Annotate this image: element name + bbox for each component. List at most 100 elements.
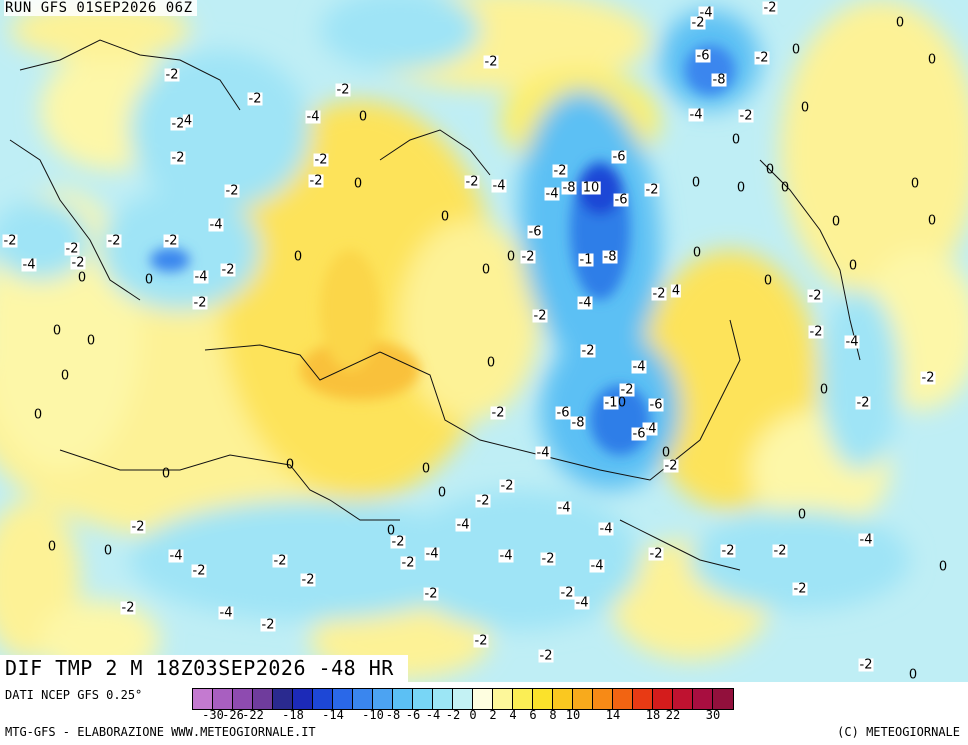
contour-label: -2 <box>651 286 667 302</box>
contour-label: 0 <box>481 262 491 278</box>
contour-label: -4 <box>535 445 551 461</box>
contour-label: -1 <box>578 252 594 268</box>
contour-label: 10 <box>581 180 601 196</box>
contour-label: -2 <box>762 0 778 16</box>
contour-label: -2 <box>920 370 936 386</box>
scale-swatch <box>333 689 353 709</box>
contour-label: 0 <box>692 245 702 261</box>
warm-core <box>320 250 380 370</box>
map-canvas <box>0 0 968 682</box>
contour-label: -2 <box>272 553 288 569</box>
contour-label: -4 <box>208 217 224 233</box>
contour-label: -2 <box>191 563 207 579</box>
contour-label: -4 <box>498 548 514 564</box>
contour-label: -2 <box>308 173 324 189</box>
scale-tick-label: 18 <box>645 708 661 722</box>
contour-label: -2 <box>538 648 554 664</box>
temperature-anomaly-map: -4 -2 -2 0 -2 -6 -2 0 0 -2 -8 -2 -2 0 -4 -2 -2 4 -4 0 0 -2 -2-… <box>0 0 968 682</box>
scale-tick-label: 2 <box>489 708 497 722</box>
contour-label: -2 <box>170 116 186 132</box>
scale-swatch <box>633 689 653 709</box>
scale-tick-label: -2 <box>445 708 461 722</box>
contour-label: -6 <box>611 149 627 165</box>
border-line <box>19 39 241 111</box>
scale-tick-label: -10 <box>362 708 384 722</box>
scale-swatch <box>513 689 533 709</box>
contour-label: -2 <box>490 405 506 421</box>
contour-label: -4 <box>589 558 605 574</box>
scale-tick-label: 30 <box>705 708 721 722</box>
scale-swatch <box>653 689 673 709</box>
contour-label: -4 <box>577 295 593 311</box>
border-line <box>379 129 491 176</box>
contour-label: 0 <box>780 180 790 196</box>
warm-region <box>400 220 540 420</box>
contour-label: 0 <box>33 407 43 423</box>
contour-label: -2 <box>648 546 664 562</box>
contour-label: 0 <box>52 323 62 339</box>
contour-label: -8 <box>711 72 727 88</box>
contour-label: 0 <box>910 176 920 192</box>
cold-region <box>690 510 910 610</box>
contour-label: -2 <box>644 182 660 198</box>
border-line <box>59 449 400 521</box>
contour-label: 4 <box>670 283 682 299</box>
contour-label: -2 <box>738 108 754 124</box>
contour-label: -2 <box>164 67 180 83</box>
scale-swatch <box>493 689 513 709</box>
contour-label: -2 <box>720 543 736 559</box>
contour-label: -4 <box>858 532 874 548</box>
contour-label: -4 <box>424 546 440 562</box>
border-line <box>619 519 741 571</box>
contour-label: -2 <box>192 295 208 311</box>
contour-label: 0 <box>765 162 775 178</box>
contour-label: -2 <box>464 174 480 190</box>
scale-tick-label: -4 <box>425 708 441 722</box>
scale-tick-label: 6 <box>529 708 537 722</box>
contour-label: -6 <box>648 397 664 413</box>
contour-label: -4 <box>168 548 184 564</box>
contour-label: -2 <box>499 478 515 494</box>
contour-label: -2 <box>70 255 86 271</box>
contour-label: -4 <box>598 521 614 537</box>
contour-label: -2 <box>106 233 122 249</box>
contour-label: -2 <box>64 241 80 257</box>
contour-label: -2 <box>772 543 788 559</box>
scale-tick-label: 10 <box>565 708 581 722</box>
contour-label: -6 <box>527 224 543 240</box>
contour-label: -1 <box>603 395 619 411</box>
contour-label: 0 <box>938 559 948 575</box>
cold-core <box>150 248 190 272</box>
contour-label: -2 <box>300 572 316 588</box>
contour-label: 0 <box>437 485 447 501</box>
scale-swatch <box>413 689 433 709</box>
contour-label: 0 <box>285 457 295 473</box>
contour-label: -2 <box>807 288 823 304</box>
scale-swatch <box>313 689 333 709</box>
contour-label: -2 <box>619 382 635 398</box>
contour-label: 0 <box>797 507 807 523</box>
scale-swatch <box>213 689 233 709</box>
scale-tick-label: -14 <box>322 708 344 722</box>
scale-swatch <box>613 689 633 709</box>
cold-region <box>130 500 490 620</box>
contour-label: -2 <box>130 519 146 535</box>
contour-label: 0 <box>731 132 741 148</box>
scale-swatch <box>233 689 253 709</box>
contour-label: -2 <box>483 54 499 70</box>
scale-tick-label: 14 <box>605 708 621 722</box>
scale-tick-label: -18 <box>282 708 304 722</box>
contour-label: -2 <box>808 324 824 340</box>
contour-label: 0 <box>661 445 671 461</box>
border-line <box>204 319 741 481</box>
credit-right: (C) METEOGIORNALE <box>837 725 960 739</box>
contour-label: 0 <box>691 175 701 191</box>
cold-region <box>130 50 310 210</box>
contour-label: -2 <box>754 50 770 66</box>
contour-label: 0 <box>358 109 368 125</box>
contour-label: 0 <box>506 249 516 265</box>
scale-swatch <box>433 689 453 709</box>
warm-region <box>780 0 968 300</box>
scale-swatch <box>553 689 573 709</box>
contour-label: -4 <box>455 517 471 533</box>
